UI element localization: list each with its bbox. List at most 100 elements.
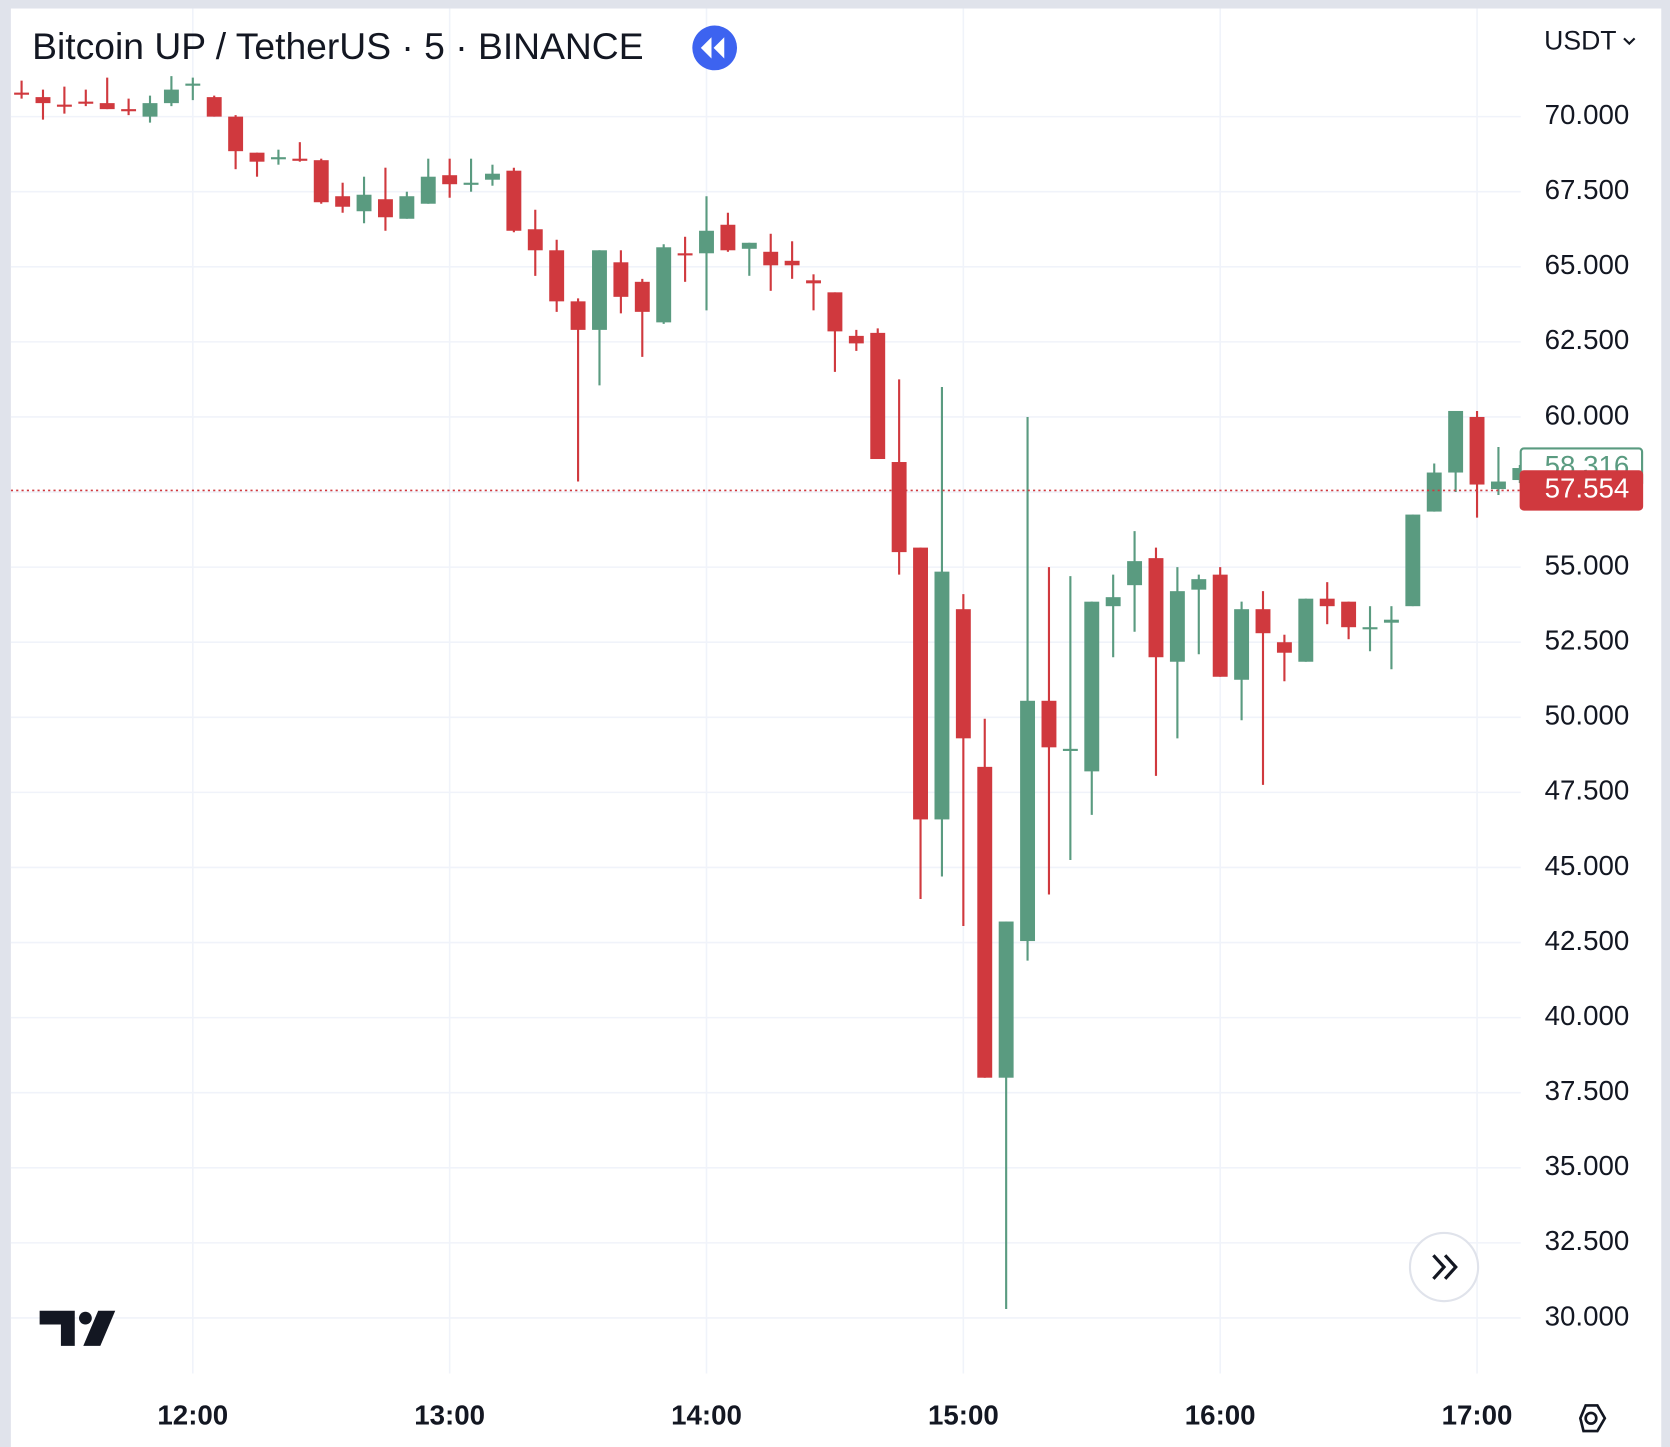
- candle-body: [1426, 472, 1442, 512]
- candle-body: [1405, 514, 1421, 607]
- candle-body: [1105, 597, 1121, 607]
- candle-body: [14, 92, 30, 95]
- y-tick-label: 37.500: [1545, 1075, 1630, 1106]
- candle-body: [463, 182, 479, 185]
- candle-body: [121, 109, 137, 112]
- y-tick-label: 62.500: [1545, 324, 1630, 355]
- y-tick-label: 67.500: [1545, 174, 1630, 205]
- y-tick-label: 50.000: [1545, 700, 1630, 731]
- candle-body: [185, 83, 201, 86]
- candle-body: [442, 175, 458, 185]
- candle-body: [634, 281, 650, 312]
- candle-body: [1127, 561, 1143, 586]
- candle-body: [570, 301, 586, 330]
- candle-body: [613, 262, 629, 297]
- candle-body: [656, 247, 672, 323]
- price-label-box: [1519, 470, 1644, 511]
- candle-body: [1276, 642, 1292, 653]
- price-label: 57.554: [1545, 473, 1630, 504]
- candle-body: [99, 103, 115, 110]
- candle-body: [1448, 410, 1464, 473]
- candle-body: [1148, 558, 1164, 658]
- x-tick-label: 17:00: [1442, 1399, 1513, 1430]
- candle-body: [848, 335, 864, 344]
- candle-body: [1020, 700, 1036, 942]
- candle-body: [592, 250, 607, 330]
- candle-body: [913, 547, 928, 820]
- candle-body: [998, 921, 1014, 1078]
- candle-body: [228, 116, 244, 152]
- candle-body: [720, 224, 736, 251]
- candle-body: [1255, 609, 1271, 634]
- x-tick-label: 15:00: [928, 1399, 999, 1430]
- candle-body: [977, 766, 993, 1078]
- candle-body: [699, 230, 714, 254]
- candle-body: [1341, 601, 1357, 628]
- candle-body: [1490, 481, 1506, 490]
- candle-body: [506, 170, 522, 231]
- candle-body: [806, 280, 821, 284]
- candle-body: [1512, 468, 1521, 481]
- y-tick-label: 60.000: [1545, 399, 1630, 430]
- axes: 30.000 32.500 35.000 37.500 40.000 42.500 45.0…: [157, 99, 1644, 1430]
- candle-body: [827, 292, 843, 332]
- candle-body: [1362, 627, 1378, 630]
- y-tick-label: 32.500: [1545, 1225, 1630, 1256]
- y-tick-label: 42.500: [1545, 925, 1630, 956]
- grid: [10, 8, 1521, 1374]
- candle-body: [934, 571, 950, 820]
- candle-body: [1191, 579, 1207, 590]
- y-tick-label: 70.000: [1545, 99, 1630, 130]
- candle-body: [313, 160, 329, 203]
- candle-body: [784, 260, 800, 266]
- candles: [10, 76, 1521, 1309]
- candle-body: [549, 250, 565, 302]
- currency-selector[interactable]: USDT: [1544, 26, 1616, 56]
- y-tick-label: 40.000: [1545, 1000, 1630, 1031]
- candle-body: [1298, 598, 1314, 662]
- candle-body: [142, 103, 158, 117]
- candle-body: [420, 176, 436, 204]
- candle-body: [677, 253, 693, 256]
- candle-body: [206, 97, 222, 117]
- candle-body: [527, 229, 543, 251]
- candle-body: [1234, 609, 1250, 680]
- x-tick-label: 14:00: [671, 1399, 742, 1430]
- x-tick-label: 12:00: [157, 1399, 228, 1430]
- y-tick-label: 45.000: [1545, 850, 1630, 881]
- candle-body: [35, 97, 51, 104]
- candle-body: [399, 196, 415, 219]
- candle-body: [741, 242, 757, 249]
- candle-body: [335, 196, 351, 207]
- settings-button[interactable]: [1578, 1404, 1607, 1433]
- currency-caret[interactable]: [1623, 37, 1636, 46]
- candle-body: [485, 173, 500, 180]
- candle-body: [870, 332, 886, 460]
- candle-body: [292, 158, 308, 161]
- candle-body: [955, 609, 971, 739]
- chart-title: Bitcoin UP / TetherUS · 5 · BINANCE: [32, 25, 643, 67]
- y-tick-label: 55.000: [1545, 549, 1630, 580]
- y-tick-label: 65.000: [1545, 249, 1630, 280]
- x-tick-label: 13:00: [414, 1399, 485, 1430]
- candle-body: [1041, 700, 1057, 748]
- candle-body: [356, 194, 372, 212]
- scroll-to-realtime-button[interactable]: [1408, 1231, 1480, 1303]
- candle-body: [1319, 598, 1335, 607]
- tradingview-logo: [39, 1310, 116, 1346]
- candle-body: [1383, 619, 1399, 623]
- chart-background: [10, 8, 1662, 1447]
- candle-body: [270, 157, 286, 160]
- candle-body: [1169, 591, 1185, 662]
- x-tick-label: 16:00: [1185, 1399, 1256, 1430]
- candle-body: [56, 104, 72, 107]
- candle-body: [1469, 416, 1485, 485]
- candle-body: [249, 152, 265, 162]
- candle-body: [763, 251, 779, 266]
- replay-button[interactable]: [692, 25, 738, 71]
- candle-body: [78, 101, 94, 104]
- candle-body: [377, 199, 393, 218]
- candle-body: [163, 89, 179, 104]
